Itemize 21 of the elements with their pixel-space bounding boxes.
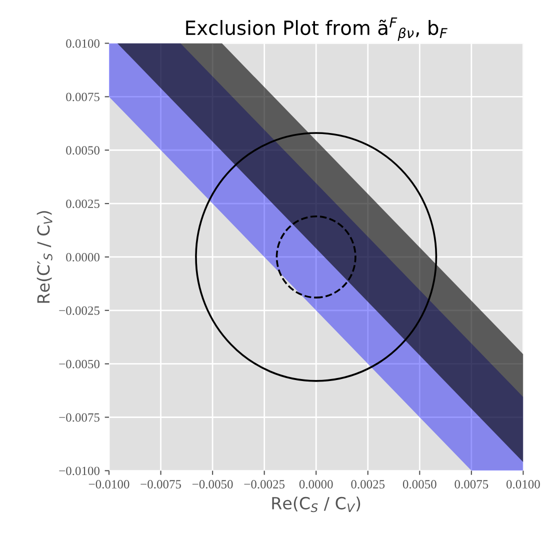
- x-tick-label: 0.0050: [402, 480, 436, 489]
- y-tick-label: −0.0075: [59, 413, 100, 422]
- y-tick-label: 0.0075: [66, 92, 100, 102]
- x-tick-label: 0.0025: [351, 480, 385, 489]
- x-tick-label: −0.0025: [244, 480, 285, 489]
- y-tick-label: 0.0000: [66, 253, 100, 262]
- x-tick-label: −0.0050: [192, 480, 233, 489]
- y-tick-label: 0.0025: [66, 200, 100, 208]
- y-tick-label: −0.0100: [59, 466, 100, 476]
- y-tick-label: 0.0050: [66, 146, 100, 155]
- y-tick-label: 0.0100: [66, 39, 100, 48]
- y-tick-label: −0.0050: [59, 360, 100, 368]
- chart-title: Exclusion Plot from ã$^{F}$$_{βν}$, b$_{F}$: [186, 17, 448, 41]
- y-axis-title: Re(C′$_{S}$ / C$_{V}$): [36, 211, 52, 303]
- x-tick-label: −0.0075: [140, 480, 181, 489]
- x-tick-label: 0.0100: [506, 480, 540, 489]
- x-tick-label: 0.0000: [299, 480, 333, 489]
- y-tick-label: −0.0025: [59, 306, 100, 315]
- x-axis-title: Re(C$_{S}$ / C$_{V}$): [272, 496, 360, 512]
- x-tick-label: 0.0075: [454, 480, 488, 489]
- x-tick-label: −0.0100: [88, 480, 130, 489]
